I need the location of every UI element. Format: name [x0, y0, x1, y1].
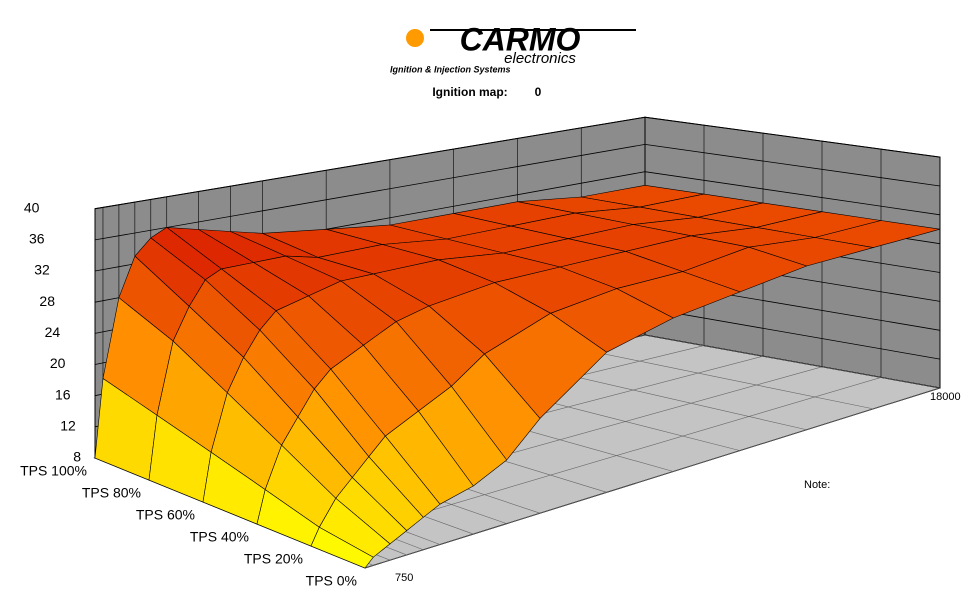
- x-tick-label: 18000: [930, 391, 961, 403]
- surface-cell: [310, 526, 374, 569]
- y-tick-label: TPS 40%: [190, 529, 249, 545]
- y-tick-label: TPS 0%: [306, 573, 357, 589]
- z-tick-label: 28: [39, 293, 55, 309]
- grid-line: [644, 334, 941, 389]
- y-tick-label: TPS 60%: [136, 507, 195, 523]
- z-tick-label: 12: [60, 418, 76, 434]
- logo-sub: electronics: [504, 50, 576, 67]
- y-tick-label: TPS 80%: [82, 485, 141, 501]
- note: Note:: [804, 479, 830, 491]
- z-tick-label: 32: [34, 262, 50, 278]
- grid-line: [581, 348, 874, 410]
- x-tick-label: 750: [395, 572, 413, 584]
- y-tick-label: TPS 20%: [244, 551, 303, 567]
- logo-spark: [406, 29, 424, 47]
- logo-tagline: Ignition & Injection Systems: [390, 64, 511, 74]
- y-tick-label: TPS 100%: [20, 463, 87, 479]
- z-tick-label: 36: [29, 231, 45, 247]
- map-label: Ignition map:: [432, 85, 507, 99]
- map-number: 0: [535, 85, 542, 99]
- logo: CARMO electronics Ignition & Injection S…: [388, 20, 640, 75]
- floor-line: [364, 387, 941, 569]
- grid-line: [94, 116, 941, 210]
- z-tick-label: 20: [50, 355, 66, 371]
- z-tick-label: 40: [24, 199, 40, 215]
- z-tick-label: 16: [55, 386, 71, 402]
- plot: [93, 116, 941, 569]
- z-tick-label: 8: [73, 449, 81, 465]
- z-tick-label: 24: [45, 324, 61, 340]
- logo-brand: CARMO: [460, 21, 581, 57]
